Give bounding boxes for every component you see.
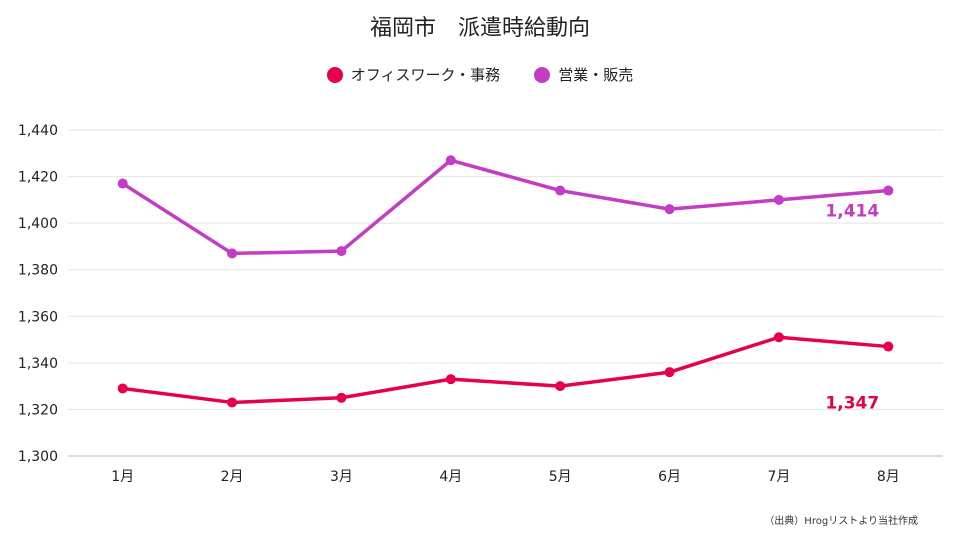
- y-tick-label: 1,320: [18, 402, 58, 418]
- data-point-0: [336, 392, 347, 403]
- x-tick-label: 2月: [221, 469, 244, 485]
- y-tick-label: 1,300: [18, 449, 58, 465]
- legend-label-office: オフィスワーク・事務: [350, 66, 501, 84]
- series-line-1: [120, 158, 891, 256]
- y-tick-label: 1,340: [18, 356, 58, 372]
- y-tick-label: 1,360: [18, 309, 58, 325]
- data-point-0: [883, 341, 894, 352]
- x-tick-label: 1月: [111, 469, 134, 485]
- series-line-0: [120, 335, 891, 405]
- data-point-1: [883, 185, 894, 196]
- data-point-1: [227, 248, 238, 259]
- data-point-0: [773, 332, 784, 343]
- data-point-0: [117, 383, 128, 394]
- legend-label-sales: 営業・販売: [558, 66, 634, 84]
- legend-marker-sales: [534, 66, 551, 83]
- y-tick-label: 1,420: [18, 170, 58, 186]
- end-value-label-0: 1,347: [825, 394, 879, 414]
- data-point-1: [445, 155, 456, 166]
- x-tick-label: 8月: [877, 469, 900, 485]
- chart-title: 福岡市 派遣時給動向: [369, 16, 590, 41]
- data-point-1: [555, 185, 566, 196]
- data-point-1: [773, 194, 784, 205]
- data-point-0: [664, 367, 675, 378]
- data-point-1: [117, 178, 128, 189]
- x-tick-label: 5月: [549, 469, 572, 485]
- source-note: （出典）Hrogリストより当社作成: [764, 516, 918, 527]
- data-point-1: [664, 204, 675, 215]
- x-tick-label: 3月: [330, 469, 353, 485]
- legend-item-office: オフィスワーク・事務: [326, 64, 501, 85]
- data-point-0: [227, 397, 238, 408]
- chart-legend: オフィスワーク・事務 営業・販売: [0, 64, 960, 85]
- legend-item-sales: 営業・販売: [534, 64, 633, 85]
- y-tick-label: 1,380: [18, 263, 58, 279]
- data-point-1: [336, 246, 347, 257]
- y-tick-label: 1,400: [18, 216, 58, 232]
- x-tick-label: 7月: [767, 469, 790, 485]
- end-value-label-1: 1,414: [825, 202, 879, 222]
- y-tick-label: 1,440: [18, 123, 58, 139]
- data-point-0: [445, 374, 456, 385]
- x-tick-label: 4月: [439, 469, 462, 485]
- legend-marker-office: [326, 66, 343, 83]
- x-tick-label: 6月: [658, 469, 681, 485]
- data-point-0: [555, 381, 566, 392]
